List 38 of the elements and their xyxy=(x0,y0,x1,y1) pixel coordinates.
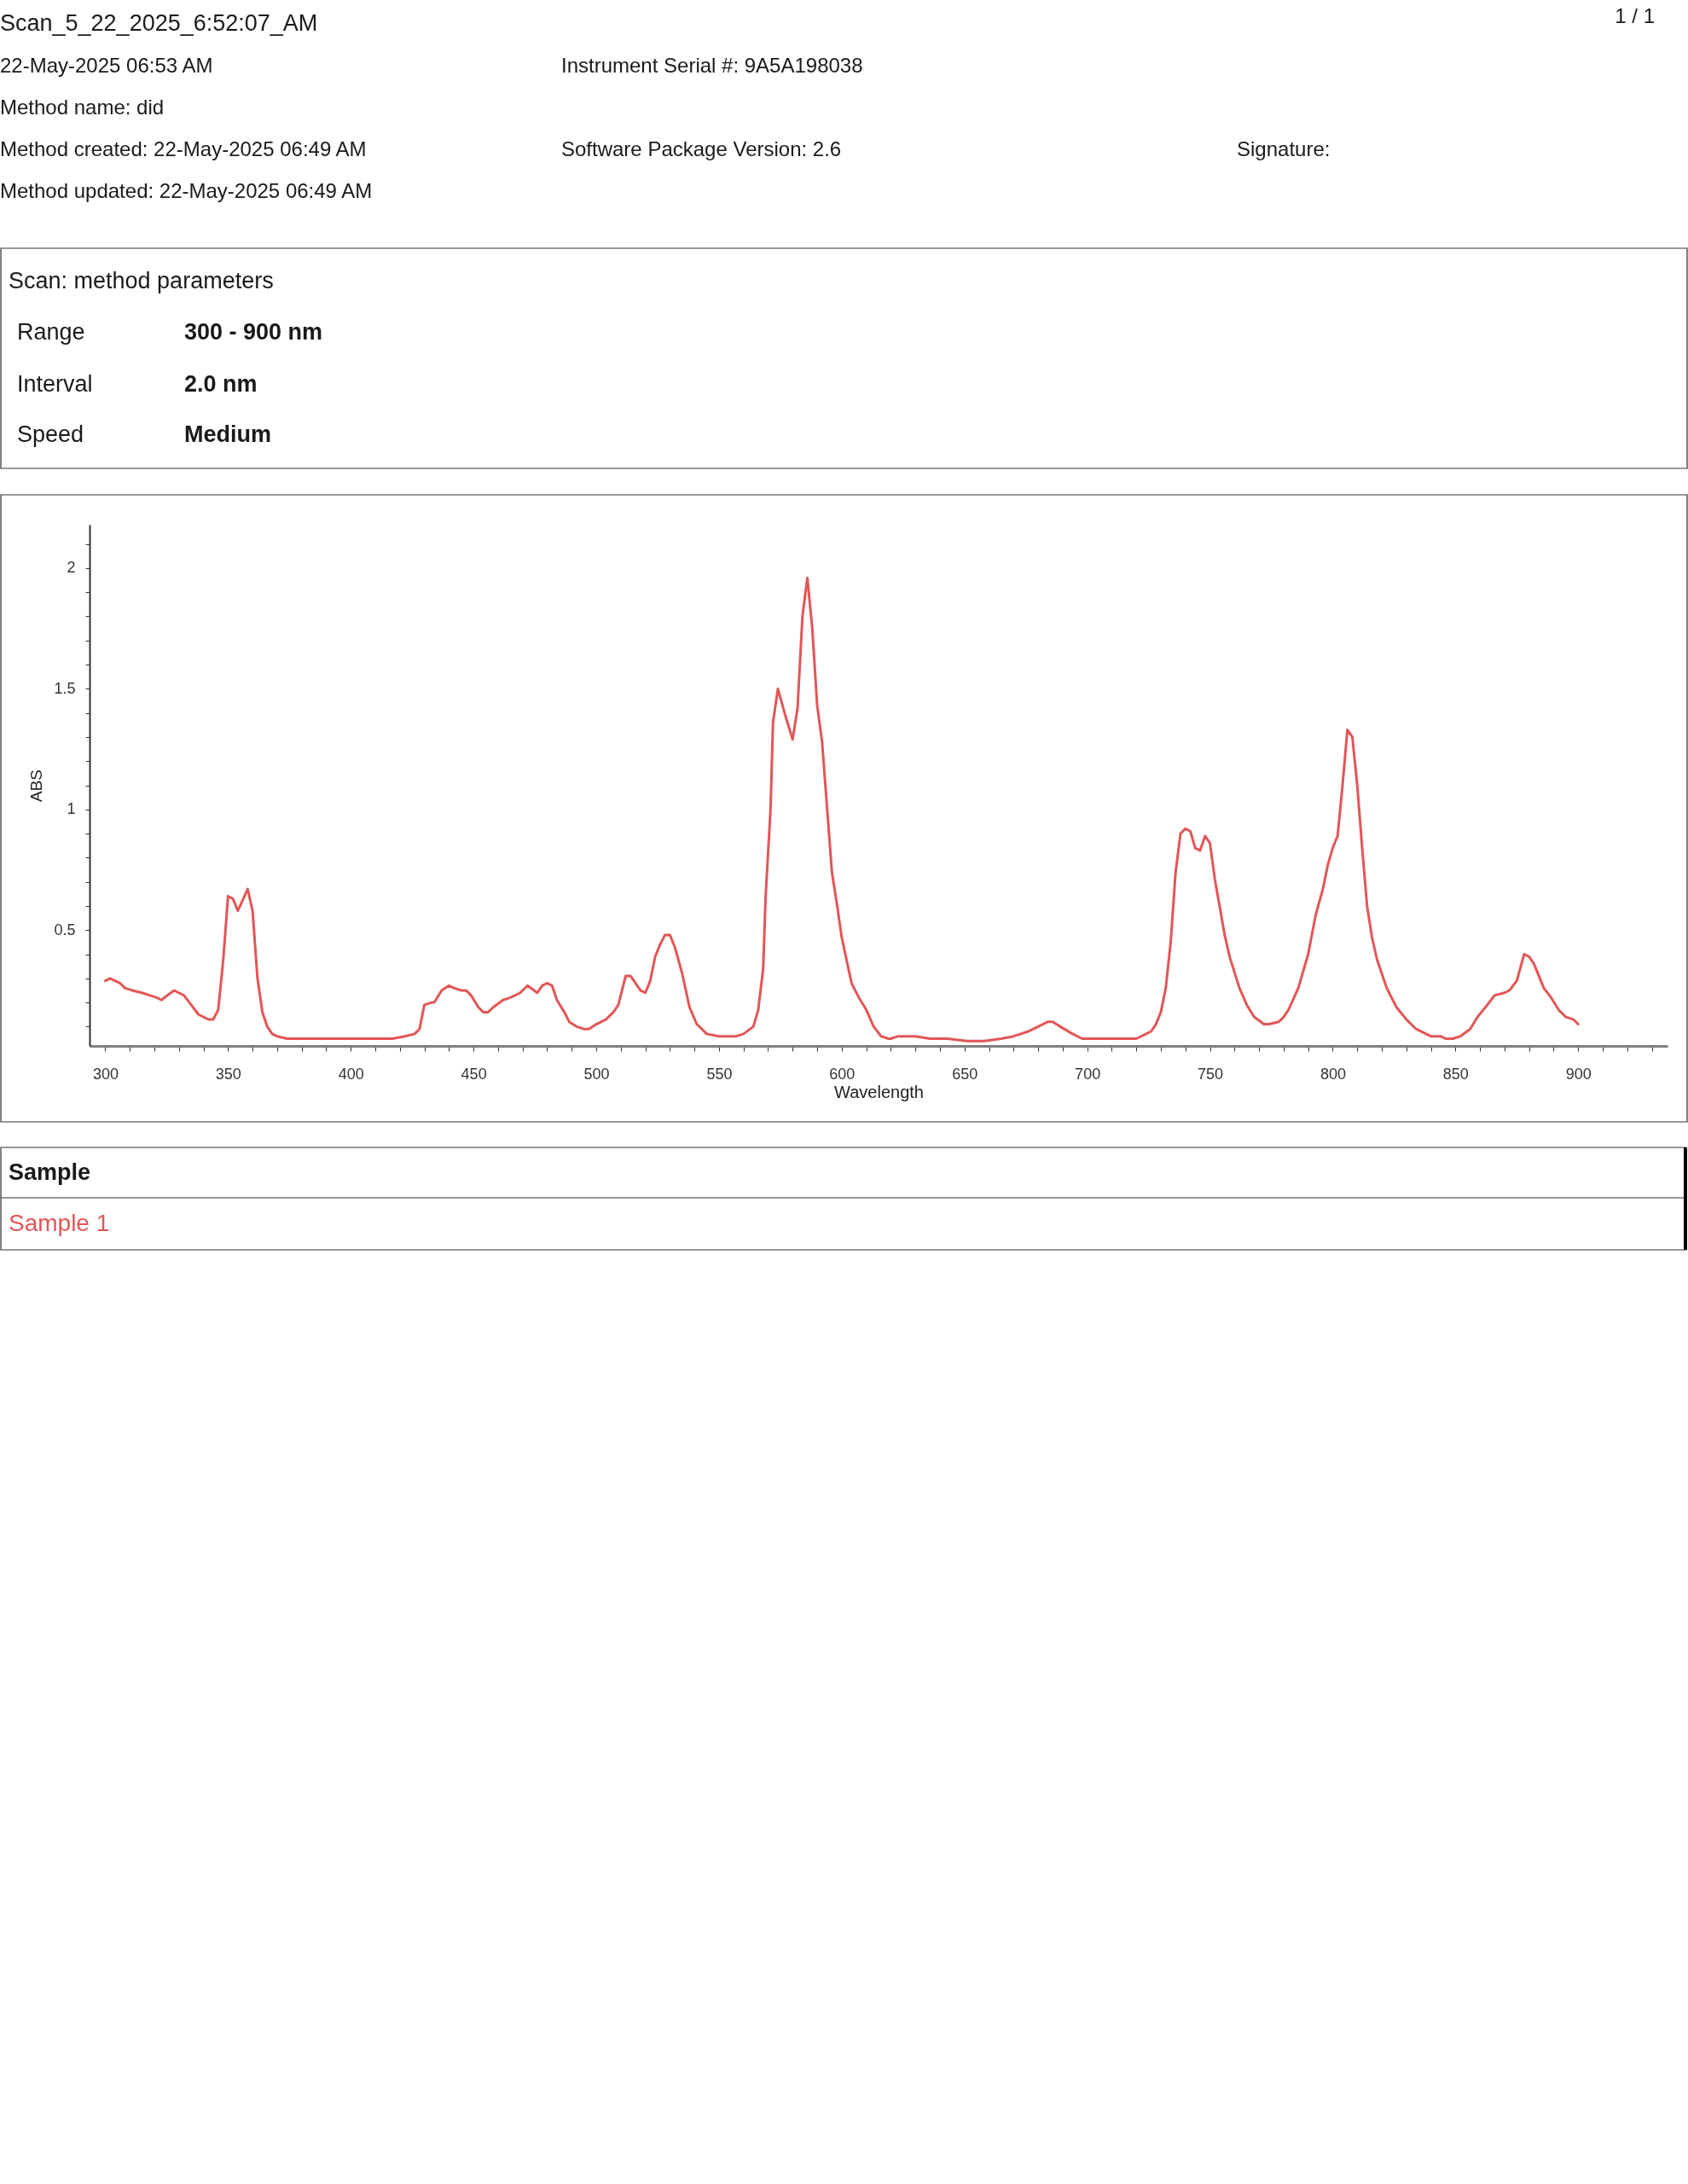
line-series xyxy=(103,576,1580,1043)
y-tick-label: 1 xyxy=(67,800,76,818)
x-tick-label: 800 xyxy=(1320,1065,1346,1083)
text: Medium xyxy=(184,421,272,447)
legend-title: Sample xyxy=(9,1159,91,1185)
text: 2.0 nm xyxy=(184,371,258,397)
y-tick-label: 2 xyxy=(67,559,76,577)
chart-title: Scan_5_22_2025_6:52:07_AM xyxy=(0,10,318,36)
x-tick-label: 400 xyxy=(338,1065,364,1083)
text: Software Package Version: 2.6 xyxy=(561,137,842,160)
text: Method updated: 22-May-2025 06:49 AM xyxy=(0,179,373,202)
text: Method name: did xyxy=(0,96,165,119)
x-tick-label: 350 xyxy=(215,1065,241,1083)
x-tick-label: 300 xyxy=(92,1065,119,1083)
x-tick-label: 600 xyxy=(829,1065,856,1083)
x-tick-label: 750 xyxy=(1198,1065,1224,1083)
text: Method created: 22-May-2025 06:49 AM xyxy=(0,137,367,160)
text: 300 - 900 nm xyxy=(184,319,323,345)
x-tick-label: 700 xyxy=(1075,1065,1101,1083)
text: Signature: xyxy=(1237,137,1331,160)
text: Speed xyxy=(17,421,84,447)
y-tick-label: 0.5 xyxy=(54,921,76,938)
y-axis-title: ABS xyxy=(27,769,46,803)
text: Interval xyxy=(17,371,93,397)
text: Scan: method parameters xyxy=(9,268,274,293)
x-tick-label: 450 xyxy=(461,1065,487,1083)
text: 22-May-2025 06:53 AM xyxy=(0,54,213,77)
y-tick-label: 1.5 xyxy=(54,679,76,697)
x-axis-title: Wavelength xyxy=(834,1082,924,1101)
x-tick-label: 900 xyxy=(1565,1065,1592,1083)
x-tick-label: 500 xyxy=(583,1065,610,1083)
text: Sample 1 xyxy=(9,1209,110,1236)
text: 1 / 1 xyxy=(1615,4,1655,27)
x-tick-label: 550 xyxy=(706,1065,733,1083)
text: Range xyxy=(17,319,85,345)
x-tick-label: 650 xyxy=(952,1065,978,1083)
x-tick-label: 850 xyxy=(1442,1065,1469,1083)
text: Instrument Serial #: 9A5A198038 xyxy=(561,54,863,77)
